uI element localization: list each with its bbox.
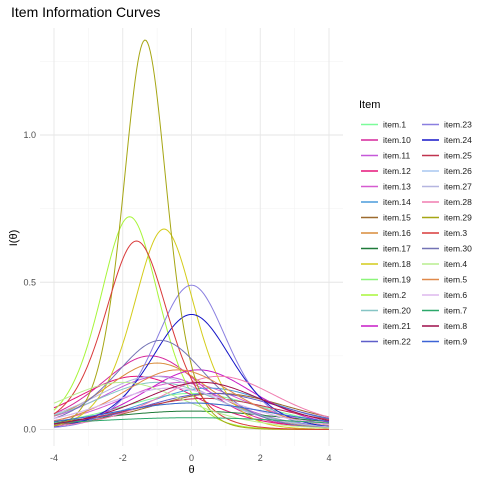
legend-label: item.7 bbox=[444, 306, 467, 316]
curve-item-6 bbox=[53, 387, 330, 426]
legend-label: item.20 bbox=[383, 306, 411, 316]
curve-item-15 bbox=[53, 392, 330, 426]
legend-label: item.14 bbox=[383, 197, 411, 207]
curve-item-3 bbox=[53, 240, 329, 430]
curve-item-30 bbox=[53, 339, 330, 429]
legend-label: item.27 bbox=[444, 182, 472, 192]
chart-title: Item Information Curves bbox=[11, 4, 160, 20]
curve-item-28 bbox=[53, 375, 330, 427]
y-tick-label: 0.0 bbox=[23, 425, 36, 435]
curve-item-25 bbox=[53, 397, 330, 424]
legend-label: item.12 bbox=[383, 166, 411, 176]
legend-label: item.16 bbox=[383, 228, 411, 238]
legend-label: item.21 bbox=[383, 321, 411, 331]
curve-item-27 bbox=[53, 375, 330, 428]
x-tick-label: -4 bbox=[50, 453, 58, 463]
curve-item-9 bbox=[53, 402, 330, 422]
legend-title: Item bbox=[359, 99, 380, 111]
curve-item-18 bbox=[53, 228, 330, 430]
legend-label: item.24 bbox=[444, 135, 472, 145]
legend-label: item.10 bbox=[383, 135, 411, 145]
x-axis-label: θ bbox=[188, 464, 194, 476]
x-tick-label: 0 bbox=[189, 453, 194, 463]
legend-label: item.5 bbox=[444, 275, 467, 285]
legend-label: item.11 bbox=[383, 151, 411, 161]
curves bbox=[53, 39, 330, 430]
legend-label: item.23 bbox=[444, 120, 472, 130]
legend-label: item.13 bbox=[383, 182, 411, 192]
y-tick-label: 1.0 bbox=[23, 130, 36, 140]
legend-label: item.8 bbox=[444, 321, 467, 331]
legend-label: item.6 bbox=[444, 290, 467, 300]
legend-label: item.28 bbox=[444, 197, 472, 207]
legend-label: item.2 bbox=[383, 290, 406, 300]
y-ticks: 0.0 0.5 1.0 bbox=[23, 130, 36, 435]
x-ticks: -4 -2 0 2 4 bbox=[50, 453, 332, 463]
legend-label: item.30 bbox=[444, 244, 472, 254]
legend-label: item.9 bbox=[444, 337, 467, 347]
legend-label: item.26 bbox=[444, 166, 472, 176]
curve-item-10 bbox=[53, 355, 330, 429]
legend-label: item.3 bbox=[444, 228, 467, 238]
y-axis-label: I(θ) bbox=[8, 230, 20, 247]
legend-label: item.4 bbox=[444, 259, 467, 269]
x-tick-label: 2 bbox=[258, 453, 263, 463]
legend-label: item.29 bbox=[444, 213, 472, 223]
legend-label: item.15 bbox=[383, 213, 411, 223]
curve-item-7 bbox=[53, 417, 330, 424]
legend-label: item.17 bbox=[383, 244, 411, 254]
legend-label: item.25 bbox=[444, 151, 472, 161]
x-tick-label: 4 bbox=[326, 453, 331, 463]
legend-label: item.22 bbox=[383, 337, 411, 347]
curve-item-29 bbox=[53, 39, 329, 430]
legend-label: item.19 bbox=[383, 275, 411, 285]
curve-item-22 bbox=[53, 392, 330, 425]
y-tick-label: 0.5 bbox=[23, 277, 36, 287]
legend: item.1 item.10 item.11 item.12 item.13 item.1… bbox=[361, 120, 472, 347]
legend-label: item.18 bbox=[383, 259, 411, 269]
x-tick-label: -2 bbox=[119, 453, 127, 463]
legend-label: item.1 bbox=[383, 120, 406, 130]
